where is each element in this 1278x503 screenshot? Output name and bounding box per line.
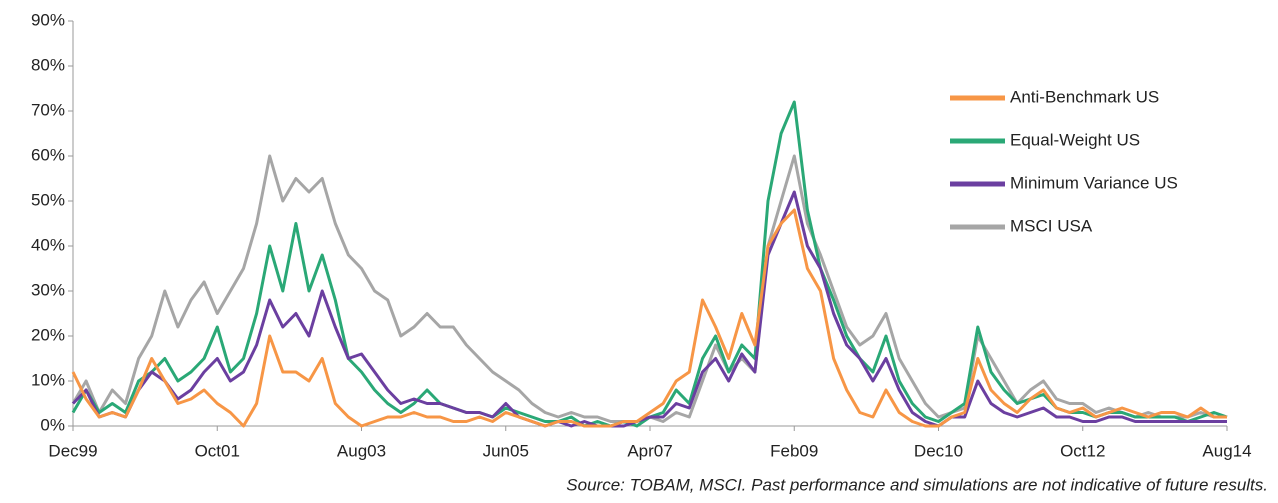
x-tick-label: Dec99 [48, 441, 97, 460]
y-tick-label: 20% [31, 325, 65, 344]
series-line [71, 190, 1227, 428]
x-tick-label: Oct01 [195, 441, 240, 460]
source-note: Source: TOBAM, MSCI. Past performance an… [566, 475, 1268, 494]
y-tick-label: 30% [31, 280, 65, 299]
legend-label: Anti-Benchmark US [1010, 87, 1159, 106]
legend-label: Equal-Weight US [1010, 130, 1140, 149]
x-tick-label: Aug14 [1202, 441, 1251, 460]
y-tick-label: 50% [31, 190, 65, 209]
x-tick-label: Jun05 [483, 441, 529, 460]
x-tick-label: Dec10 [914, 441, 963, 460]
y-tick-label: 10% [31, 370, 65, 389]
x-tick-label: Oct12 [1060, 441, 1105, 460]
series-line [71, 208, 1227, 428]
y-tick-label: 40% [31, 235, 65, 254]
y-tick-label: 90% [31, 10, 65, 29]
legend-label: MSCI USA [1010, 216, 1093, 235]
y-tick-label: 60% [31, 145, 65, 164]
y-tick-label: 80% [31, 55, 65, 74]
x-tick-label: Feb09 [770, 441, 818, 460]
y-tick-label: 0% [40, 415, 65, 434]
series-line [71, 154, 1227, 423]
y-tick-label: 70% [31, 100, 65, 119]
legend-label: Minimum Variance US [1010, 173, 1178, 192]
x-tick-label: Apr07 [627, 441, 672, 460]
x-tick-label: Aug03 [337, 441, 386, 460]
